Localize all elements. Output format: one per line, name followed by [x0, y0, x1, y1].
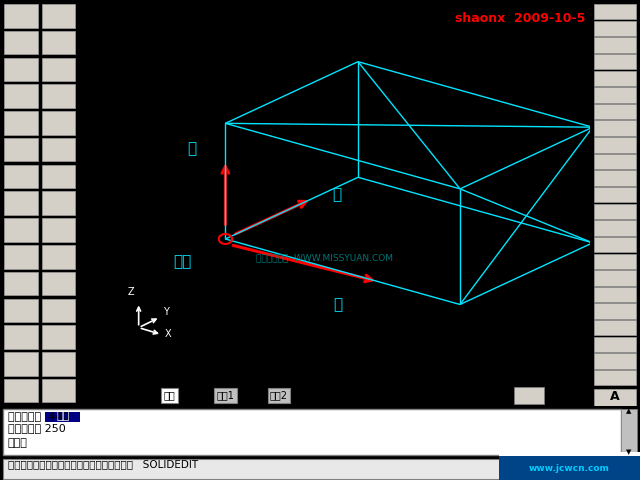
Text: 布局1: 布局1: [216, 391, 234, 400]
Text: 以指定的厚度在实体对象上创建中空的薄壁：   SOLIDEDIT: 以指定的厚度在实体对象上创建中空的薄壁： SOLIDEDIT: [8, 459, 198, 469]
FancyBboxPatch shape: [42, 272, 76, 295]
Text: ►|: ►|: [118, 392, 125, 399]
FancyBboxPatch shape: [4, 352, 38, 375]
FancyBboxPatch shape: [4, 192, 38, 215]
Text: Z: Z: [128, 287, 134, 297]
FancyBboxPatch shape: [594, 237, 636, 252]
Text: 宽: 宽: [332, 188, 341, 203]
FancyBboxPatch shape: [42, 111, 76, 135]
Text: A: A: [610, 390, 620, 403]
FancyBboxPatch shape: [4, 299, 38, 322]
FancyBboxPatch shape: [4, 84, 38, 108]
Text: 指定高度： 250: 指定高度： 250: [8, 423, 65, 433]
Text: ▲: ▲: [627, 408, 632, 415]
FancyBboxPatch shape: [4, 245, 38, 268]
Text: ◄: ◄: [552, 393, 557, 398]
Text: 布局2: 布局2: [270, 391, 288, 400]
FancyBboxPatch shape: [4, 138, 38, 161]
Text: www.jcwcn.com: www.jcwcn.com: [529, 464, 610, 473]
Bar: [594, 389, 636, 406]
FancyBboxPatch shape: [594, 54, 636, 69]
FancyBboxPatch shape: [4, 58, 38, 81]
FancyBboxPatch shape: [42, 218, 76, 242]
FancyBboxPatch shape: [594, 37, 636, 53]
Text: ▼: ▼: [627, 449, 632, 455]
FancyBboxPatch shape: [594, 336, 636, 352]
FancyBboxPatch shape: [594, 104, 636, 119]
FancyBboxPatch shape: [594, 21, 636, 36]
FancyBboxPatch shape: [594, 253, 636, 269]
Text: 长: 长: [333, 298, 342, 312]
FancyBboxPatch shape: [594, 320, 636, 336]
Text: 指定宽抽壳  440: 指定宽抽壳 440: [8, 411, 69, 421]
FancyBboxPatch shape: [42, 406, 76, 429]
Text: shaonx  2009-10-5: shaonx 2009-10-5: [454, 12, 585, 24]
FancyBboxPatch shape: [42, 299, 76, 322]
FancyBboxPatch shape: [594, 87, 636, 103]
FancyBboxPatch shape: [594, 287, 636, 302]
FancyBboxPatch shape: [594, 170, 636, 186]
FancyBboxPatch shape: [594, 204, 636, 219]
Text: Y: Y: [163, 307, 168, 317]
FancyBboxPatch shape: [4, 379, 38, 402]
Text: 高: 高: [188, 142, 196, 156]
FancyBboxPatch shape: [594, 4, 636, 20]
FancyBboxPatch shape: [594, 370, 636, 385]
FancyBboxPatch shape: [42, 325, 76, 349]
FancyBboxPatch shape: [594, 270, 636, 286]
Text: ◄: ◄: [96, 393, 102, 398]
Text: ►: ►: [572, 393, 577, 398]
Bar: [3, 459, 621, 479]
FancyBboxPatch shape: [4, 31, 38, 54]
Bar: [499, 456, 640, 480]
FancyBboxPatch shape: [594, 187, 636, 203]
FancyBboxPatch shape: [594, 120, 636, 136]
Text: |◄: |◄: [84, 392, 92, 399]
Bar: [513, 387, 544, 404]
FancyBboxPatch shape: [4, 406, 38, 429]
FancyBboxPatch shape: [42, 192, 76, 215]
Bar: [45, 412, 80, 422]
FancyBboxPatch shape: [42, 165, 76, 188]
FancyBboxPatch shape: [42, 245, 76, 268]
Text: 思客设计论坛  WWW.MISSYUAN.COM: 思客设计论坛 WWW.MISSYUAN.COM: [257, 254, 394, 263]
Text: 模型: 模型: [163, 391, 175, 400]
FancyBboxPatch shape: [42, 352, 76, 375]
FancyBboxPatch shape: [4, 4, 38, 27]
FancyBboxPatch shape: [42, 379, 76, 402]
FancyBboxPatch shape: [42, 4, 76, 27]
Bar: [499, 452, 640, 456]
FancyBboxPatch shape: [594, 303, 636, 319]
FancyBboxPatch shape: [594, 71, 636, 86]
Bar: [3, 408, 621, 455]
FancyBboxPatch shape: [42, 31, 76, 54]
Bar: [621, 408, 637, 455]
FancyBboxPatch shape: [42, 84, 76, 108]
FancyBboxPatch shape: [42, 138, 76, 161]
FancyBboxPatch shape: [594, 137, 636, 153]
Text: X: X: [164, 329, 171, 339]
FancyBboxPatch shape: [594, 154, 636, 169]
Text: ►: ►: [108, 393, 113, 398]
FancyBboxPatch shape: [594, 353, 636, 369]
FancyBboxPatch shape: [4, 218, 38, 242]
Text: 角点: 角点: [173, 254, 191, 269]
FancyBboxPatch shape: [594, 220, 636, 236]
Text: 命令：: 命令：: [8, 438, 28, 447]
FancyBboxPatch shape: [4, 325, 38, 349]
FancyBboxPatch shape: [4, 165, 38, 188]
FancyBboxPatch shape: [4, 272, 38, 295]
FancyBboxPatch shape: [4, 111, 38, 135]
Text: 抽壳: 抽壳: [56, 411, 69, 421]
FancyBboxPatch shape: [42, 58, 76, 81]
